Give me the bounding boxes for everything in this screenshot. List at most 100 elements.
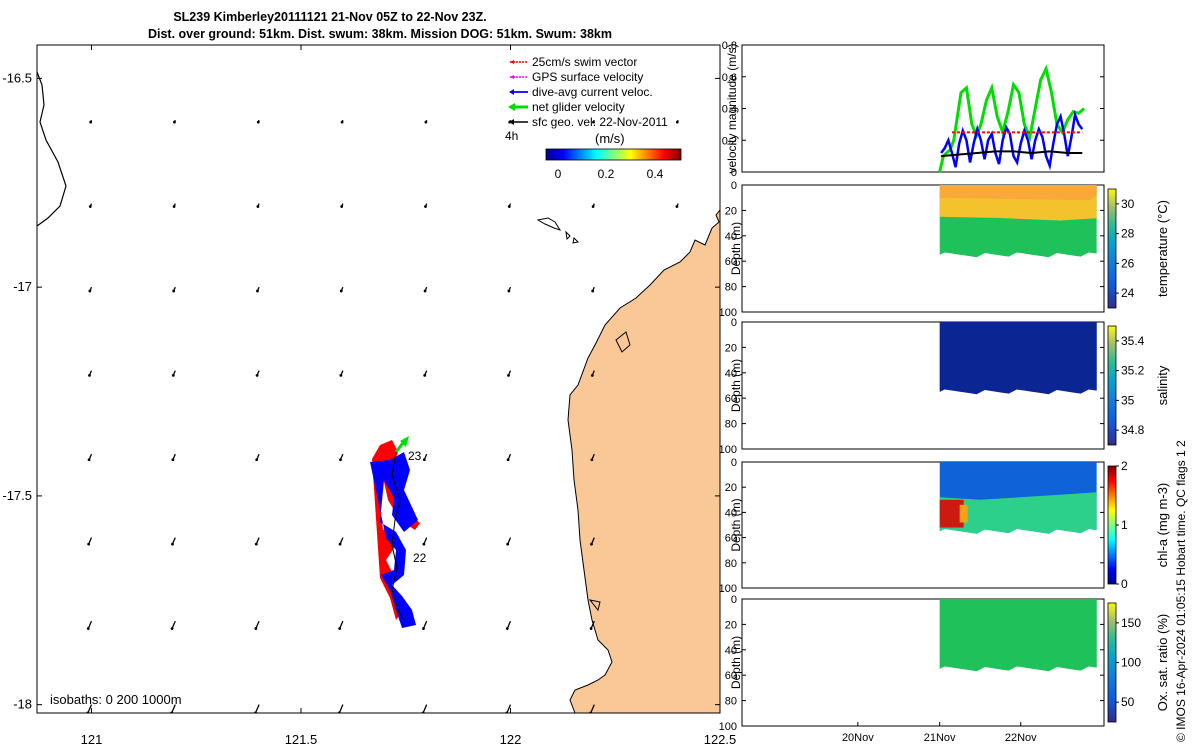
current-vector-head	[424, 205, 427, 208]
velocity-ytick-label: 0.4	[722, 104, 737, 116]
current-vector-head	[255, 458, 259, 462]
temperature-section-ytick-label: 80	[725, 282, 737, 294]
map-ytick-label: -16.5	[2, 70, 32, 85]
time-xtick-label: 22Nov	[1005, 732, 1037, 744]
current-vector-head	[506, 542, 510, 546]
current-vector-head	[592, 120, 595, 124]
map-ytick-label: -18	[13, 697, 32, 712]
current-vector	[338, 704, 344, 713]
figure-title-line2: Dist. over ground: 51km. Dist. swum: 38k…	[148, 27, 612, 41]
temperature-section-ytick-label: 100	[719, 307, 737, 319]
current-vector-head	[88, 373, 91, 377]
oxygen-saturation-section-ylabel: Depth (m)	[729, 636, 743, 689]
velocity-ytick-label: 0.2	[722, 135, 737, 147]
current-vector-head	[675, 205, 679, 208]
current-vector-head	[338, 627, 342, 630]
temperature-section-colorbar-label: 24	[1121, 286, 1135, 300]
footer-note: © IMOS 16-Apr-2024 01:05:15 Hobart time.…	[1174, 440, 1188, 742]
current-vector-head	[422, 627, 425, 630]
track-label-22: 22	[413, 551, 427, 565]
oxygen-saturation-section-ytick-label: 20	[725, 619, 737, 631]
oxygen-field	[939, 599, 1097, 672]
current-vector-head	[424, 120, 428, 124]
velocity-colorbar	[545, 148, 682, 161]
current-vector	[254, 704, 260, 713]
salinity-section-colorbar-label: 34.8	[1121, 423, 1145, 437]
temperature-section-ytick-label: 40	[725, 231, 737, 243]
chlorophyll-section-colorbar	[1107, 465, 1117, 585]
chlorophyll-section-ytick-label: 100	[719, 583, 737, 595]
current-vector-head	[422, 458, 426, 462]
chlorophyll-section-ytick-label: 60	[725, 533, 737, 545]
map-xtick-label: 121.5	[285, 732, 318, 747]
current-vector-head	[591, 289, 595, 293]
map-xtick-label: 122.5	[704, 732, 737, 747]
temperature-section-data	[939, 185, 1097, 258]
temperature-warmest-layer	[939, 185, 1097, 201]
island	[572, 236, 580, 244]
map-xtick-label: 122	[500, 732, 522, 747]
current-vector-head	[171, 458, 175, 462]
oxygen-saturation-section-ytick-label: 60	[725, 670, 737, 682]
oxygen-saturation-section-ytick-label: 80	[725, 696, 737, 708]
island	[536, 217, 562, 231]
chlorophyll-section-ylabel: Depth (m)	[729, 498, 743, 551]
current-vector-head	[171, 373, 175, 377]
current-vector-head	[170, 627, 174, 630]
current-vector-head	[590, 458, 594, 462]
current-vector-head	[340, 120, 344, 124]
velocity-ylabel: velocity magnitude (m/s)	[725, 43, 739, 173]
chlorophyll-section-ytick-label: 40	[725, 507, 737, 519]
oxygen-saturation-section-data	[939, 599, 1097, 672]
current-vector-head	[256, 205, 260, 208]
current-vector-head	[172, 289, 176, 293]
salinity-section-ytick-label: 100	[719, 444, 737, 456]
current-vector-head	[256, 289, 259, 293]
colorbar-units: (m/s)	[595, 131, 625, 146]
current-vector-head	[339, 289, 343, 293]
current-vector-head	[506, 458, 510, 462]
salinity-section-ytick-label: 40	[725, 368, 737, 380]
legend-swim-vector: 25cm/s swim vector	[532, 55, 637, 69]
current-vector-head	[86, 627, 90, 630]
time-xtick-label: 20Nov	[842, 732, 874, 744]
current-vector-head	[255, 373, 259, 377]
chlorophyll-section-ytick-label: 80	[725, 558, 737, 570]
velocity-series-sfc-geo-vel-	[941, 150, 1083, 158]
current-vector-head	[173, 120, 176, 124]
oxygen-saturation-section-ytick-label: 100	[719, 721, 737, 733]
velocity-series-dive-avg-current-veloc-	[940, 110, 1084, 171]
current-vector-head	[340, 205, 344, 208]
map-legend: 25cm/s swim vector GPS surface velocity …	[505, 55, 682, 181]
velocity-ytick-label: 0	[731, 167, 737, 179]
map-ytick-label: -17.5	[2, 488, 32, 503]
current-vector	[422, 704, 428, 713]
map-panel: 121 121.5 122 122.5 -16.5 -17 -17.5 -18 25cm/s …	[2, 44, 737, 747]
chlorophyll-section-ytick-label: 0	[731, 457, 737, 469]
salinity-section-ytick-label: 80	[725, 419, 737, 431]
current-vector-head	[254, 627, 258, 630]
track-label-23: 23	[408, 449, 422, 463]
chlorophyll-section-colorbar-label: 1	[1121, 518, 1128, 532]
temperature-section-ytick-label: 20	[725, 205, 737, 217]
current-vector-head	[422, 542, 426, 546]
temperature-section-colorbar-label: 28	[1121, 227, 1135, 241]
current-vector-fan	[370, 452, 418, 628]
current-vector-head	[589, 627, 593, 630]
colorbar-tick-1: 0.2	[598, 167, 615, 181]
current-vector-head	[591, 205, 595, 208]
island	[615, 331, 631, 353]
current-vector-head	[87, 458, 91, 462]
temperature-section-colorbar	[1107, 188, 1117, 309]
velocity-axes	[741, 44, 1105, 173]
chl-mid-layer	[939, 492, 1097, 534]
temperature-section-colorbar-label: 26	[1121, 256, 1135, 270]
current-vector-head	[256, 120, 260, 124]
current-vector-head	[87, 542, 91, 546]
velocity-ytick-label: 0.8	[722, 40, 737, 52]
scale-label: 4h	[505, 129, 518, 143]
salinity-field	[939, 322, 1097, 395]
current-vector	[506, 704, 512, 713]
legend-dive-avg: dive-avg current veloc.	[532, 85, 653, 99]
